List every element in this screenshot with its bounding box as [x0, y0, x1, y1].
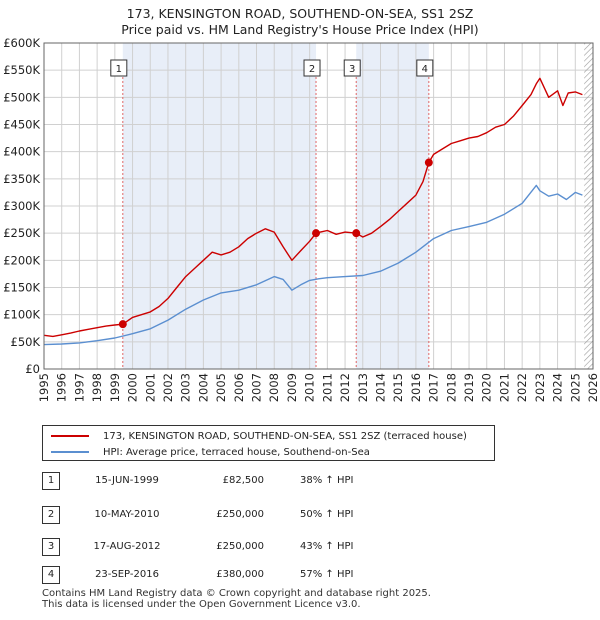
x-tick-label: 2005: [214, 373, 228, 402]
x-tick-label: 1998: [90, 373, 104, 402]
sale-label-box: [303, 59, 321, 77]
transaction-date: 15-JUN-1999: [95, 475, 159, 486]
sale-label-number: 4: [422, 64, 428, 75]
x-tick-label: 2018: [444, 373, 458, 402]
transaction-hpi-change: 50% ↑ HPI: [300, 509, 354, 520]
transaction-badge: 2: [42, 506, 60, 524]
sale-point: [312, 229, 321, 238]
sale-point: [118, 320, 127, 329]
sale-label-number: 1: [116, 64, 122, 75]
transaction-hpi-change: 43% ↑ HPI: [300, 541, 354, 552]
x-tick-label: 2013: [356, 373, 370, 402]
x-tick-label: 2011: [320, 373, 334, 402]
x-tick-label: 2015: [391, 373, 405, 402]
plot-frame: [43, 42, 594, 370]
legend-item-hpi: HPI: Average price, terraced house, Sout…: [51, 444, 370, 460]
y-tick-label: £0: [25, 362, 40, 376]
price-chart: 1 2 3 4 £0 £50K £100K £150K £200K £250K £300K £350…: [3, 36, 600, 402]
x-tick-label: 2022: [515, 373, 529, 402]
transaction-hpi-change: 38% ↑ HPI: [300, 475, 354, 486]
transaction-hpi-change: 57% ↑ HPI: [300, 569, 354, 580]
x-tick-label: 2026: [586, 373, 600, 402]
y-tick-label: £250K: [3, 226, 40, 240]
y-tick-label: £350K: [3, 172, 40, 186]
y-tick-label: £150K: [3, 281, 40, 295]
x-tick-label: 2000: [126, 373, 140, 402]
transaction-badge: 1: [42, 472, 60, 490]
x-tick-label: 2017: [427, 373, 441, 402]
transaction-price: £250,000: [216, 509, 264, 520]
x-tick-label: 2019: [462, 373, 476, 402]
x-tick-label: 2016: [409, 373, 423, 402]
x-tick-label: 2023: [533, 373, 547, 402]
x-tick-label: 2003: [179, 373, 193, 402]
x-tick-label: 2004: [196, 373, 210, 402]
transaction-row: 1 15-JUN-1999 £82,500 38% ↑ HPI: [42, 472, 442, 492]
x-tick-label: 2010: [303, 373, 317, 402]
x-tick-label: 2012: [338, 373, 352, 402]
sale-label-box: [110, 59, 128, 77]
legend: 173, KENSINGTON ROAD, SOUTHEND-ON-SEA, S…: [42, 425, 495, 461]
transaction-badge: 4: [42, 566, 60, 584]
chart-title-line-2: Price paid vs. HM Land Registry's House …: [121, 22, 479, 37]
footer-copyright: Contains HM Land Registry data © Crown c…: [42, 588, 431, 599]
x-tick-label: 2021: [497, 373, 511, 402]
y-tick-label: £400K: [3, 145, 40, 159]
x-tick-label: 2024: [551, 373, 565, 402]
transaction-row: 4 23-SEP-2016 £380,000 57% ↑ HPI: [42, 566, 442, 586]
x-tick-label: 2006: [232, 373, 246, 402]
footer-licence: This data is licensed under the Open Gov…: [42, 599, 361, 610]
x-tick-label: 1999: [108, 373, 122, 402]
y-tick-label: £450K: [3, 118, 40, 132]
y-tick-label: £200K: [3, 253, 40, 267]
sale-label-box: [343, 59, 361, 77]
transaction-price: £380,000: [216, 569, 264, 580]
x-tick-label: 2009: [285, 373, 299, 402]
hpi-line: [43, 184, 583, 346]
x-tick-label: 2002: [161, 373, 175, 402]
legend-label-property: 173, KENSINGTON ROAD, SOUTHEND-ON-SEA, S…: [103, 430, 467, 442]
sale-label-number: 3: [349, 64, 355, 75]
legend-label-hpi: HPI: Average price, terraced house, Sout…: [103, 446, 370, 458]
x-tick-label: 2001: [143, 373, 157, 402]
x-tick-label: 1997: [72, 373, 86, 402]
legend-item-property: 173, KENSINGTON ROAD, SOUTHEND-ON-SEA, S…: [51, 428, 467, 444]
transaction-badge: 3: [42, 538, 60, 556]
sale-label-number: 2: [309, 64, 315, 75]
y-tick-label: £100K: [3, 308, 40, 322]
y-tick-label: £50K: [11, 335, 41, 349]
x-tick-label: 2007: [250, 373, 264, 402]
transaction-row: 3 17-AUG-2012 £250,000 43% ↑ HPI: [42, 538, 442, 558]
footer: Contains HM Land Registry data © Crown c…: [42, 588, 431, 610]
x-tick-label: 2025: [568, 373, 582, 402]
x-tick-label: 1995: [37, 373, 51, 402]
transaction-row: 2 10-MAY-2010 £250,000 50% ↑ HPI: [42, 506, 442, 526]
x-tick-label: 2020: [480, 373, 494, 402]
transaction-date: 23-SEP-2016: [95, 569, 159, 580]
x-tick-label: 2008: [267, 373, 281, 402]
x-tick-label: 2014: [373, 373, 387, 402]
y-tick-label: £600K: [3, 36, 40, 50]
y-tick-label: £550K: [3, 63, 40, 77]
transaction-date: 10-MAY-2010: [94, 509, 160, 520]
legend-swatch-property: [51, 435, 89, 437]
sale-point: [424, 158, 433, 167]
x-tick-label: 1996: [55, 373, 69, 402]
sale-point: [352, 229, 361, 238]
transaction-price: £82,500: [222, 475, 264, 486]
transaction-price: £250,000: [216, 541, 264, 552]
y-tick-label: £500K: [3, 90, 40, 104]
y-tick-label: £300K: [3, 199, 40, 213]
legend-swatch-hpi: [51, 451, 89, 453]
transaction-date: 17-AUG-2012: [93, 541, 161, 552]
sale-label-box: [416, 59, 434, 77]
hatched-region: [584, 43, 593, 369]
chart-title-line-1: 173, KENSINGTON ROAD, SOUTHEND-ON-SEA, S…: [126, 6, 474, 21]
property-price-line: [43, 77, 583, 338]
